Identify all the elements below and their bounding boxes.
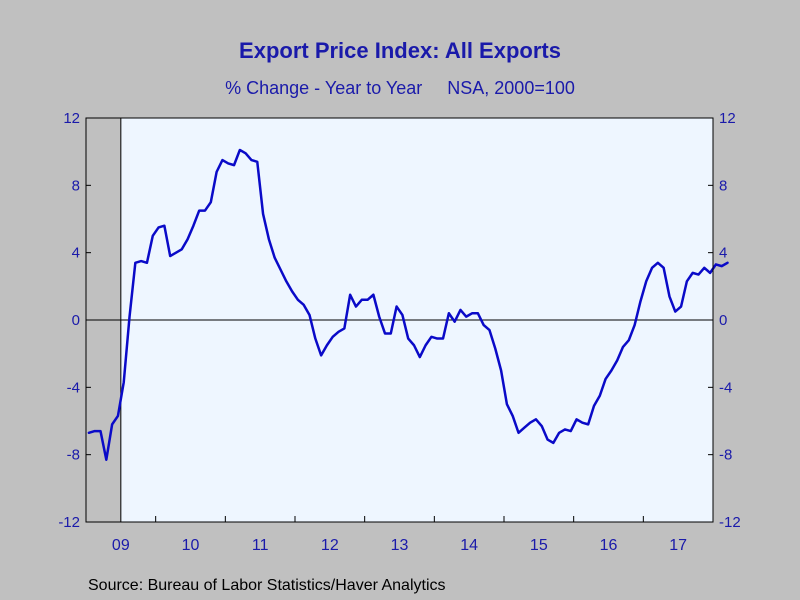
y-tick-label-right: 8 xyxy=(719,177,727,194)
y-tick-label-left: 4 xyxy=(72,245,80,262)
y-tick-label-right: 12 xyxy=(719,110,736,127)
x-tick-label: 13 xyxy=(391,537,409,554)
y-tick-label-left: -12 xyxy=(58,514,80,531)
source-note: Source: Bureau of Labor Statistics/Haver… xyxy=(88,577,446,594)
x-tick-label: 14 xyxy=(460,537,478,554)
series-line-0 xyxy=(87,148,729,461)
chart-subtitle: % Change - Year to Year NSA, 2000=100 xyxy=(225,78,575,98)
y-tick-label-right: 0 xyxy=(719,312,727,329)
x-tick-label: 17 xyxy=(669,537,687,554)
y-tick-label-right: -4 xyxy=(719,379,732,396)
x-tick-label: 12 xyxy=(321,537,339,554)
y-tick-label-right: 4 xyxy=(719,245,727,262)
chart-title: Export Price Index: All Exports xyxy=(239,38,561,63)
x-tick-label: 10 xyxy=(182,537,200,554)
y-tick-label-right: -8 xyxy=(719,447,732,464)
x-tick-label: 09 xyxy=(112,537,130,554)
y-tick-label-left: 8 xyxy=(72,177,80,194)
y-tick-label-left: -4 xyxy=(67,379,80,396)
y-tick-label-left: -8 xyxy=(67,447,80,464)
x-tick-label: 11 xyxy=(252,537,269,554)
x-tick-label: 15 xyxy=(530,537,548,554)
y-tick-label-left: 12 xyxy=(63,110,80,127)
y-tick-label-left: 0 xyxy=(72,312,80,329)
x-tick-label: 16 xyxy=(600,537,618,554)
y-tick-label-right: -12 xyxy=(719,514,741,531)
